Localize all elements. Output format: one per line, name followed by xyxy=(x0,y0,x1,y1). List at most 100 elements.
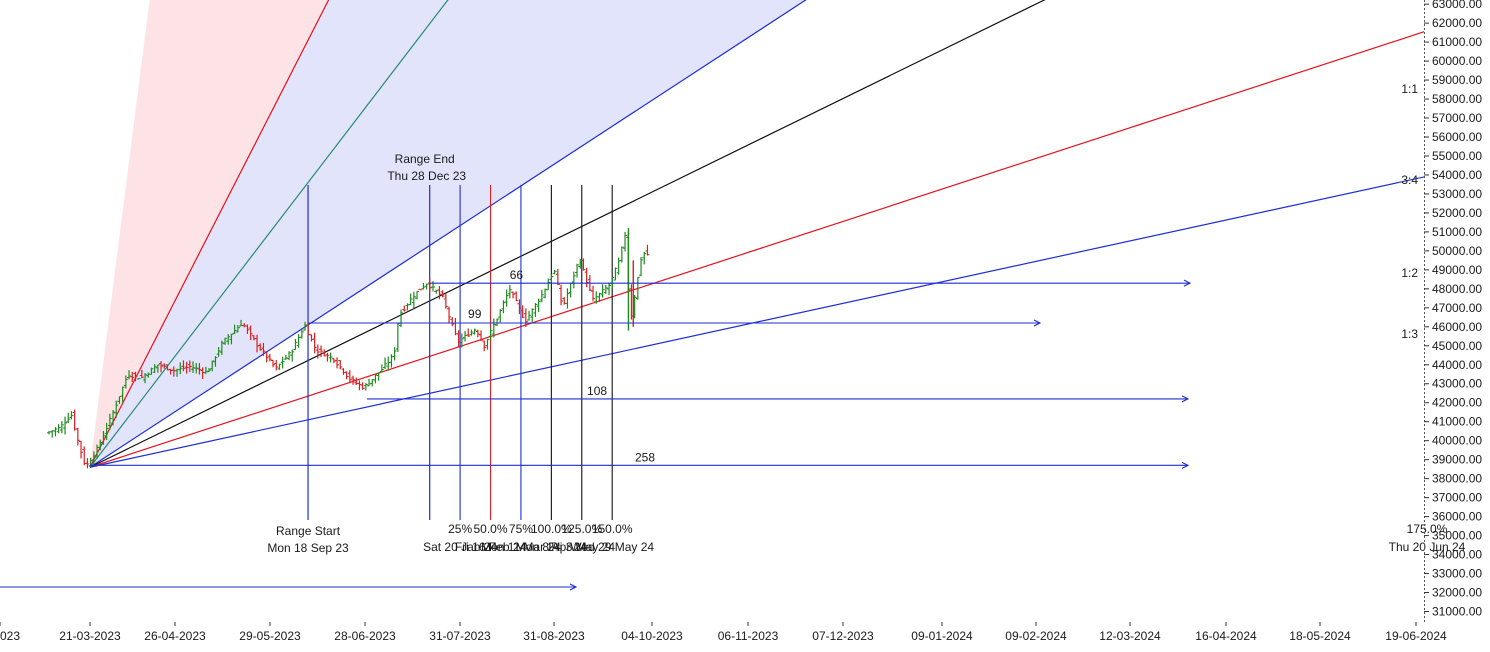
bar-count-label: 108 xyxy=(587,384,607,398)
x-tick-label: 26-04-2023 xyxy=(144,629,206,643)
time-extension-pct: 125.0% xyxy=(561,522,602,536)
price-bar xyxy=(607,282,612,296)
price-bar xyxy=(539,289,544,303)
y-tick-label: 52000.00 xyxy=(1432,206,1482,220)
price-bar xyxy=(152,364,157,373)
price-bar xyxy=(159,361,164,373)
range-start-label: Range Start xyxy=(276,524,341,538)
price-bar xyxy=(72,409,77,431)
price-bar xyxy=(111,409,116,426)
fan-fill-blue xyxy=(90,0,806,468)
price-bar xyxy=(399,309,404,328)
fan-line-1x2 xyxy=(89,31,1424,468)
price-bar xyxy=(469,329,474,336)
bar-count-arrow xyxy=(308,319,1042,327)
price-bar xyxy=(207,367,212,373)
price-bar xyxy=(511,291,516,299)
y-tick-label: 50000.00 xyxy=(1432,244,1482,258)
price-bar xyxy=(344,371,349,380)
price-bar xyxy=(584,267,589,288)
x-tick-label: 04-10-2023 xyxy=(621,629,683,643)
y-tick-label: 36000.00 xyxy=(1432,510,1482,524)
price-bar xyxy=(187,360,192,373)
y-tick-label: 34000.00 xyxy=(1432,548,1482,562)
price-bar xyxy=(575,263,580,278)
price-bar xyxy=(504,289,509,307)
price-bar xyxy=(517,299,522,315)
price-bar xyxy=(450,317,455,327)
x-tick-label: 29-05-2023 xyxy=(239,629,301,643)
price-bar xyxy=(136,378,141,380)
price-bar xyxy=(555,268,560,286)
price-bar xyxy=(491,318,496,338)
fan-line-1x1 xyxy=(89,0,807,468)
price-bar xyxy=(597,292,602,303)
price-bar xyxy=(546,278,551,291)
price-bar xyxy=(114,400,119,418)
x-tick-label: 09-01-2024 xyxy=(911,629,973,643)
price-bar xyxy=(69,411,74,420)
fan-angle-label: 1:2 xyxy=(1401,266,1418,280)
price-bar xyxy=(482,340,487,352)
price-bar xyxy=(421,283,426,290)
price-bar xyxy=(373,374,378,384)
y-tick-label: 55000.00 xyxy=(1432,149,1482,163)
price-bar xyxy=(248,325,253,341)
x-tick-label: 16-04-2024 xyxy=(1195,629,1257,643)
y-tick-label: 56000.00 xyxy=(1432,130,1482,144)
y-tick-label: 63000.00 xyxy=(1432,0,1482,11)
time-extension-pct: 175.0% xyxy=(1407,522,1448,536)
price-bar xyxy=(453,317,458,336)
time-extension-date: Fri 3 May 24 xyxy=(548,540,615,554)
price-bar xyxy=(581,258,586,271)
price-bar xyxy=(418,288,423,291)
x-tick-label: 21-03-2023 xyxy=(59,629,121,643)
time-extension-pct: 150.0% xyxy=(592,522,633,536)
price-bar xyxy=(322,349,327,357)
price-bar xyxy=(395,323,400,352)
price-bar xyxy=(370,378,375,387)
price-bar xyxy=(296,334,301,348)
bar-count-arrow xyxy=(367,395,1190,403)
price-bar xyxy=(133,371,138,382)
price-bar xyxy=(309,334,314,342)
price-bar xyxy=(117,396,122,404)
price-bar xyxy=(181,360,186,372)
price-bar xyxy=(623,231,628,252)
price-bar xyxy=(383,357,388,369)
price-bar xyxy=(645,244,650,256)
price-bar xyxy=(213,356,218,367)
price-bar xyxy=(411,291,416,309)
y-tick-label: 51000.00 xyxy=(1432,225,1482,239)
price-bar xyxy=(443,293,448,309)
time-extension-date: Mon 11 Mar 24 xyxy=(481,540,561,554)
price-bar xyxy=(379,364,384,372)
price-bar xyxy=(235,325,240,333)
fan-line-2x1 xyxy=(89,0,449,468)
price-bar xyxy=(571,271,576,289)
time-extension-date: Fri 16 Feb 24 xyxy=(455,540,527,554)
x-tick-label: 07-12-2023 xyxy=(812,629,874,643)
price-bar xyxy=(107,413,112,430)
price-bar xyxy=(287,351,292,361)
x-tick-label: 18-05-2024 xyxy=(1289,629,1351,643)
x-tick-label: -02-2023 xyxy=(0,629,20,643)
price-bar xyxy=(347,370,352,384)
bar-count-label: 66 xyxy=(510,268,524,282)
price-bar xyxy=(277,363,282,370)
price-bar xyxy=(440,290,445,298)
y-tick-label: 43000.00 xyxy=(1432,377,1482,391)
price-bar xyxy=(85,458,90,469)
price-bar xyxy=(363,383,368,391)
fan-angle-label: 3:4 xyxy=(1401,173,1418,187)
y-tick-label: 31000.00 xyxy=(1432,605,1482,619)
price-bar xyxy=(325,352,330,362)
price-bar xyxy=(258,343,263,351)
price-bar xyxy=(280,356,285,369)
price-bar xyxy=(427,278,432,293)
price-bar xyxy=(315,344,320,359)
y-tick-label: 46000.00 xyxy=(1432,320,1482,334)
price-bar xyxy=(507,284,512,299)
price-bar xyxy=(274,360,279,371)
price-bar xyxy=(501,300,506,314)
